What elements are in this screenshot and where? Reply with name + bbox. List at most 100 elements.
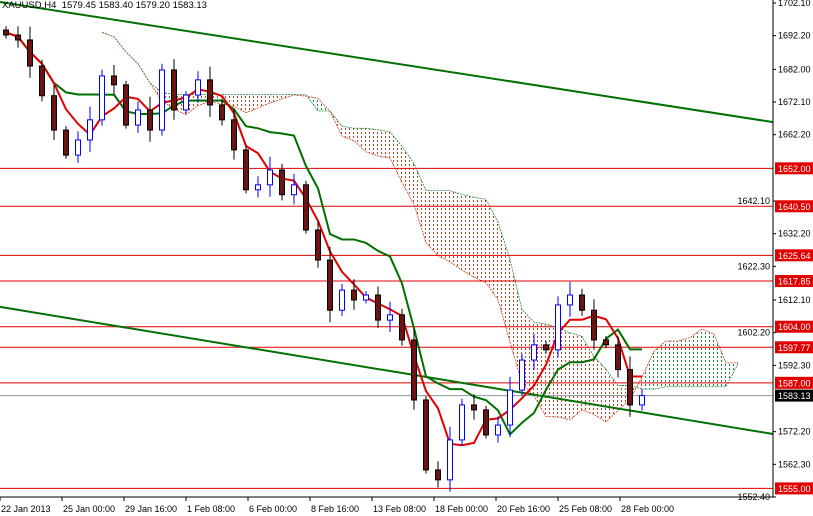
level-price-label: 1640.50: [778, 202, 811, 212]
y-tick-label: 1562.30: [778, 459, 811, 469]
level-price-label-box: [775, 162, 813, 175]
candle: [267, 156, 273, 197]
candle-body: [51, 95, 57, 131]
candle-body: [123, 84, 129, 126]
x-tick-label: 18 Feb 00:00: [435, 504, 488, 514]
candle: [171, 59, 177, 120]
candles: [3, 26, 645, 492]
candle-body: [243, 149, 249, 191]
cloud-segment: [642, 351, 654, 390]
candle-body: [291, 184, 297, 196]
candle: [639, 389, 645, 411]
level-price-label: 1625.64: [778, 251, 811, 261]
cloud-segment: [414, 163, 426, 243]
candle-body: [99, 75, 105, 121]
level-price-label-box: [775, 341, 813, 354]
x-tick-label: 6 Feb 00:00: [249, 504, 297, 514]
candle: [183, 91, 189, 114]
candle-body: [435, 469, 441, 481]
candle: [543, 340, 549, 354]
candle: [291, 173, 297, 205]
level-price-label: 1587.00: [778, 378, 811, 388]
candle-body: [411, 339, 417, 401]
candle: [435, 461, 441, 488]
candle-body: [555, 304, 561, 351]
candle: [51, 84, 57, 140]
candle: [507, 376, 513, 437]
x-tick-label: 20 Feb 16:00: [497, 504, 550, 514]
candle-body: [111, 75, 117, 86]
chart-header: XAUUSD,H4 1579.45 1583.40 1579.20 1583.1…: [2, 0, 207, 11]
candle-body: [315, 229, 321, 261]
candle-body: [279, 169, 285, 196]
candle: [471, 394, 477, 420]
cloud-segment: [258, 94, 270, 109]
candle-body: [135, 109, 141, 126]
candle-body: [639, 395, 645, 406]
cloud-segment: [246, 94, 258, 113]
candle: [399, 308, 405, 346]
level-price-label: 1652.00: [778, 164, 811, 174]
y-tick-label: 1642.10: [737, 196, 770, 206]
candle-body: [531, 344, 537, 361]
trendline: [0, 1, 774, 124]
candle: [387, 301, 393, 333]
candle-body: [339, 289, 345, 311]
y-tick-label: 1692.20: [778, 31, 811, 41]
candle-body: [615, 344, 621, 371]
candle-body: [87, 119, 93, 141]
candle: [207, 66, 213, 117]
candle-body: [267, 169, 273, 186]
candle: [243, 145, 249, 194]
candle-body: [159, 69, 165, 131]
candle: [219, 98, 225, 126]
candle: [411, 329, 417, 410]
candle: [495, 416, 501, 443]
cloud-segment: [666, 340, 678, 387]
candle: [567, 281, 573, 317]
candle: [15, 26, 21, 48]
cloud-segment: [378, 129, 390, 159]
candle-body: [459, 404, 465, 441]
cloud-segment: [462, 194, 474, 278]
candle: [531, 333, 537, 370]
candle: [195, 71, 201, 103]
y-tick-label: 1682.00: [778, 64, 811, 74]
candle-body: [423, 399, 429, 471]
senkou-span-a: [101, 31, 739, 423]
y-tick-label: 1662.20: [778, 130, 811, 140]
candle-body: [351, 289, 357, 301]
level-price-label: 1597.77: [778, 343, 811, 353]
cloud-segment: [558, 327, 570, 420]
candle-body: [231, 119, 237, 151]
level-price-label: 1617.85: [778, 277, 811, 287]
candle: [123, 80, 129, 129]
cloud-segment: [678, 337, 690, 387]
candle: [255, 176, 261, 198]
candle-body: [399, 314, 405, 341]
candle-body: [375, 294, 381, 321]
cloud-segment: [234, 94, 246, 113]
candle-body: [603, 339, 609, 346]
candle-body: [543, 344, 549, 351]
tenkan-sen-line: [5, 31, 643, 447]
cloud-segment: [594, 356, 606, 423]
y-tick-label: 1632.20: [778, 229, 811, 239]
candle: [147, 96, 153, 142]
candle: [615, 336, 621, 378]
y-tick-label: 1592.30: [778, 360, 811, 370]
level-price-label-box: [775, 376, 813, 389]
level-price-label: 1555.00: [778, 484, 811, 494]
candle-body: [147, 109, 153, 131]
level-price-label-box: [775, 320, 813, 333]
cloud-segment: [474, 197, 486, 283]
candle: [39, 59, 45, 102]
y-tick-label: 1612.10: [778, 295, 811, 305]
candle: [3, 26, 9, 39]
cloud-segment: [354, 128, 366, 152]
candle: [591, 299, 597, 350]
x-tick-label: 25 Feb 08:00: [559, 504, 612, 514]
candle: [423, 396, 429, 474]
x-tick-label: 22 Jan 2013: [1, 504, 51, 514]
